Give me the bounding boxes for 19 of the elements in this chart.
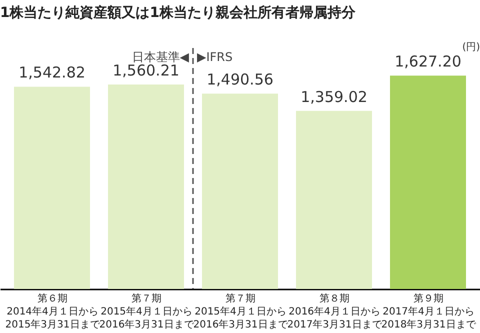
data-label: 1,359.02 bbox=[300, 88, 368, 106]
data-label: 1,490.56 bbox=[206, 70, 274, 89]
bar bbox=[14, 86, 90, 289]
bar bbox=[202, 94, 278, 289]
bar bbox=[108, 84, 184, 289]
text: ▶IFRS bbox=[197, 50, 233, 64]
x-tick-label: 第７期 2015年4月１日から 2016年3月31日まで bbox=[99, 292, 195, 330]
bar bbox=[390, 76, 466, 289]
data-label: 1,560.21 bbox=[112, 61, 180, 80]
data-label: 1,627.20 bbox=[394, 52, 462, 71]
x-tick-label: 第６期 2014年4月１日から 2015年3月31日まで bbox=[5, 292, 101, 330]
text: 日本基準◀ bbox=[132, 50, 190, 64]
chart-title: 1株当たり純資産額又は1株当たり親会社所有者帰属持分 bbox=[0, 4, 356, 21]
x-tick-label: 第８期 2016年4月１日から 2017年3月31日まで bbox=[287, 292, 383, 330]
data-label: 1,542.82 bbox=[18, 64, 86, 82]
x-tick-label: 第９期 2017年4月１日から 2018年3月31日まで bbox=[381, 292, 477, 330]
x-tick-label: 第７期 2015年4月１日から 2016年3月31日まで bbox=[193, 292, 289, 330]
bar bbox=[296, 110, 372, 289]
y-axis-title: (円) bbox=[462, 42, 480, 53]
